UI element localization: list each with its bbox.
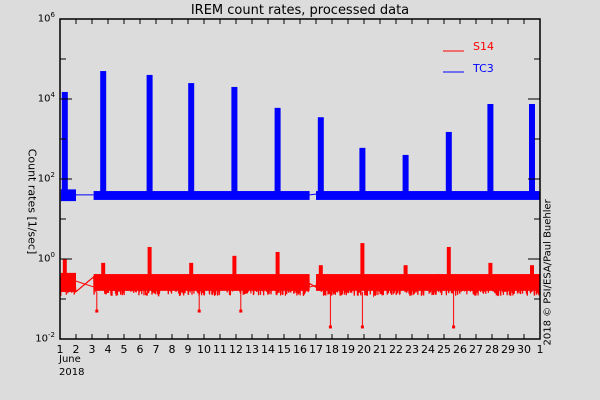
x-tick-label: 16 [293, 343, 307, 356]
copyright-credit: 2018 © PSI/ESA/Paul Buehler [542, 199, 554, 346]
x-tick-label: 25 [437, 343, 451, 356]
x-tick-label: 6 [136, 343, 144, 356]
x-tick-label: 3 [88, 343, 96, 356]
x-tick-label: 27 [469, 343, 483, 356]
y-tick-label: 10-2 [35, 331, 55, 345]
x-tick-label: 21 [373, 343, 387, 356]
x-tick-label: 4 [104, 343, 112, 356]
x-tick-label: 30 [517, 343, 531, 356]
x-axis-year: 2018 [59, 367, 85, 378]
x-tick-label: 13 [245, 343, 259, 356]
legend-tc3: TC3 [473, 62, 494, 75]
y-axis-title: Count rates [1/sec] [25, 148, 39, 255]
x-tick-label: 17 [309, 343, 323, 356]
x-tick-label: 14 [261, 343, 275, 356]
x-tick-label: 29 [501, 343, 515, 356]
y-tick-label: 104 [37, 91, 55, 105]
x-tick-label: 12 [229, 343, 243, 356]
y-tick-label: 106 [37, 11, 55, 25]
x-tick-label: 15 [277, 343, 291, 356]
x-tick-label: 20 [357, 343, 371, 356]
chart-title: IREM count rates, processed data [190, 3, 410, 18]
x-tick-label: 9 [184, 343, 192, 356]
x-tick-label: 1 [56, 343, 64, 356]
x-tick-label: 26 [453, 343, 467, 356]
x-tick-label: 11 [213, 343, 227, 356]
x-tick-label: 22 [389, 343, 403, 356]
y-tick-label: 100 [37, 251, 55, 265]
x-tick-label: 8 [168, 343, 176, 356]
x-tick-label: 23 [405, 343, 419, 356]
x-tick-label: 28 [485, 343, 499, 356]
legend-s14: S14 [473, 40, 494, 53]
x-tick-label: 19 [341, 343, 355, 356]
x-tick-label: 7 [152, 343, 160, 356]
x-tick-label: 18 [325, 343, 339, 356]
y-tick-label: 102 [37, 171, 55, 185]
x-tick-label: 1 [536, 343, 544, 356]
x-tick-label: 5 [120, 343, 128, 356]
x-axis-month: June [59, 354, 81, 365]
x-tick-label: 2 [72, 343, 80, 356]
x-tick-label: 24 [421, 343, 435, 356]
x-tick-label: 10 [197, 343, 211, 356]
